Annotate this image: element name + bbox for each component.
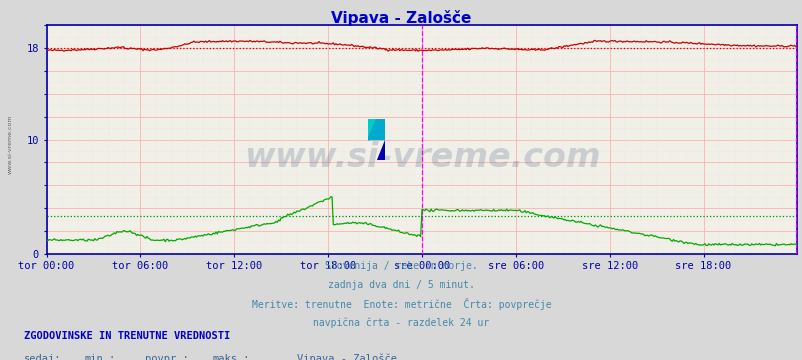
Text: Vipava - Zalošče: Vipava - Zalošče bbox=[297, 354, 397, 360]
Text: zadnja dva dni / 5 minut.: zadnja dva dni / 5 minut. bbox=[328, 280, 474, 290]
Text: maks.:: maks.: bbox=[213, 354, 250, 360]
Text: Slovenija / reke in morje.: Slovenija / reke in morje. bbox=[325, 261, 477, 271]
Text: www.si-vreme.com: www.si-vreme.com bbox=[243, 141, 600, 174]
Text: navpična črta - razdelek 24 ur: navpična črta - razdelek 24 ur bbox=[313, 317, 489, 328]
Polygon shape bbox=[376, 139, 385, 160]
Text: Meritve: trenutne  Enote: metrične  Črta: povprečje: Meritve: trenutne Enote: metrične Črta: … bbox=[251, 298, 551, 310]
Polygon shape bbox=[367, 119, 385, 139]
Text: www.si-vreme.com: www.si-vreme.com bbox=[8, 114, 13, 174]
Text: ZGODOVINSKE IN TRENUTNE VREDNOSTI: ZGODOVINSKE IN TRENUTNE VREDNOSTI bbox=[24, 331, 230, 341]
Text: min.:: min.: bbox=[84, 354, 115, 360]
Text: povpr.:: povpr.: bbox=[144, 354, 188, 360]
Text: Vipava - Zalošče: Vipava - Zalošče bbox=[331, 10, 471, 26]
Polygon shape bbox=[367, 119, 376, 139]
Text: sedaj:: sedaj: bbox=[24, 354, 62, 360]
